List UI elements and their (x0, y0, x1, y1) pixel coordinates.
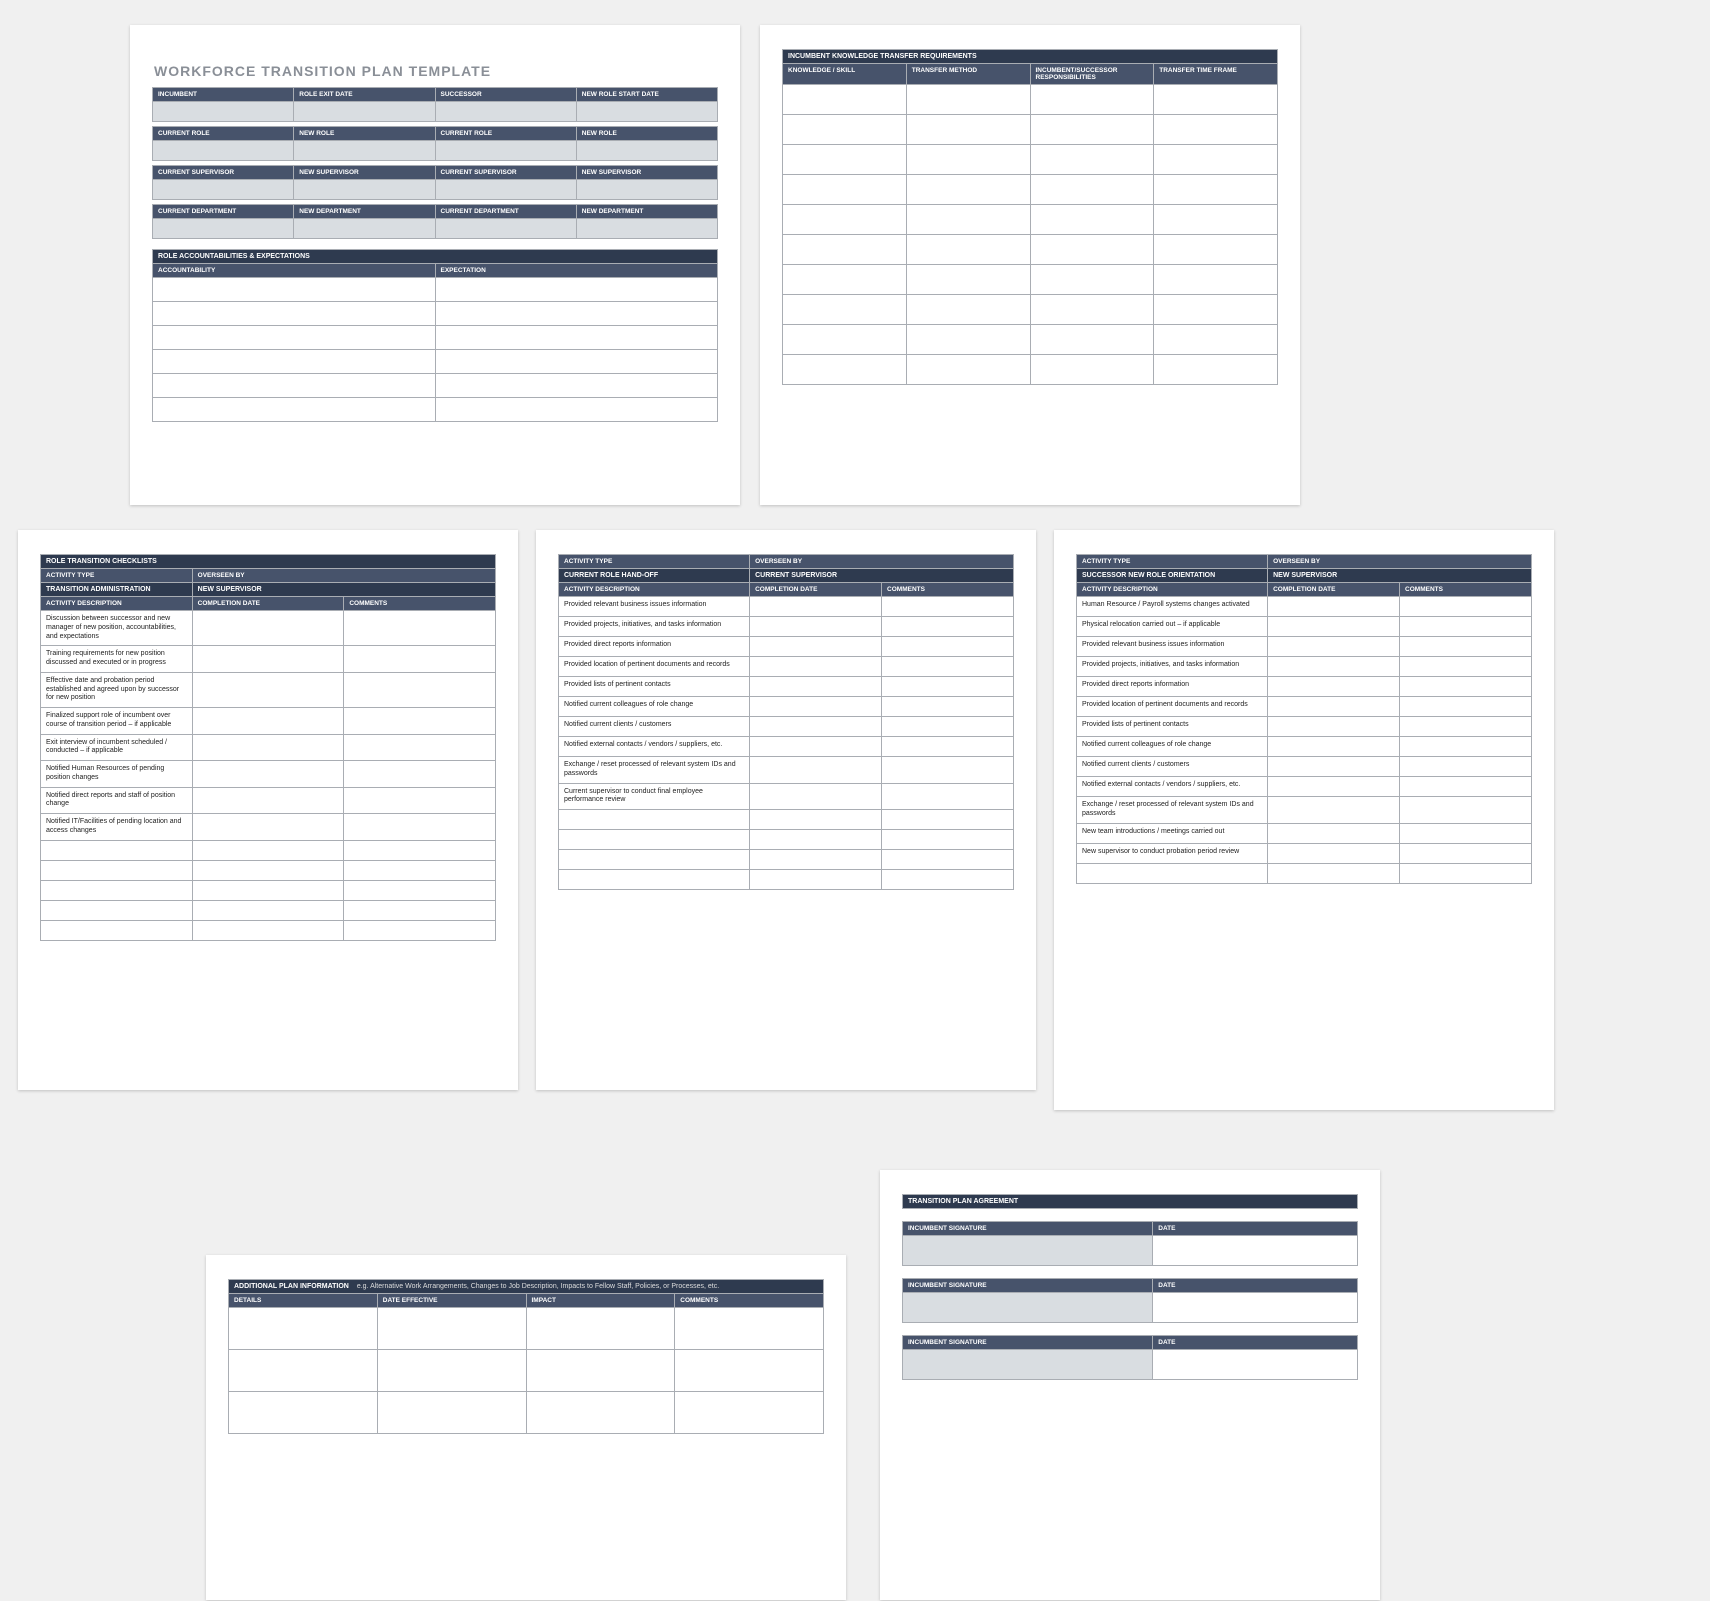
table-row (783, 115, 1278, 145)
table-row: Notified current clients / customers (559, 717, 1014, 737)
knowledge-transfer-table: INCUMBENT KNOWLEDGE TRANSFER REQUIREMENT… (782, 49, 1278, 385)
table-row: Human Resource / Payroll systems changes… (1077, 597, 1532, 617)
table-row (1077, 863, 1532, 883)
checklist-1: ROLE TRANSITION CHECKLISTS ACTIVITY TYPE… (40, 554, 496, 941)
signature-block: INCUMBENT SIGNATUREDATE (902, 1221, 1358, 1266)
accountabilities-table: ROLE ACCOUNTABILITIES & EXPECTATIONS ACC… (152, 249, 718, 422)
table-row (783, 145, 1278, 175)
page-2: INCUMBENT KNOWLEDGE TRANSFER REQUIREMENT… (760, 25, 1300, 505)
table-row: Notified Human Resources of pending posi… (41, 761, 496, 788)
table-row (229, 1350, 824, 1392)
table-row: New supervisor to conduct probation peri… (1077, 843, 1532, 863)
table-row: Exit interview of incumbent scheduled / … (41, 734, 496, 761)
table-row: Provided lists of pertinent contacts (1077, 717, 1532, 737)
table-row (41, 840, 496, 860)
table-row (783, 85, 1278, 115)
page-4: ACTIVITY TYPEOVERSEEN BY CURRENT ROLE HA… (536, 530, 1036, 1090)
table-row (41, 880, 496, 900)
table-row: Notified IT/Facilities of pending locati… (41, 814, 496, 841)
table-row (783, 175, 1278, 205)
table-row (153, 398, 718, 422)
signature-block: INCUMBENT SIGNATUREDATE (902, 1278, 1358, 1323)
table-row (229, 1392, 824, 1434)
table-row: Notified direct reports and staff of pos… (41, 787, 496, 814)
table-row (153, 326, 718, 350)
table-row: Provided direct reports information (559, 637, 1014, 657)
table-row: Notified current colleagues of role chan… (559, 697, 1014, 717)
page-6: ADDITIONAL PLAN INFORMATIONe.g. Alternat… (206, 1255, 846, 1600)
table-row: Provided projects, initiatives, and task… (559, 617, 1014, 637)
page-1: WORKFORCE TRANSITION PLAN TEMPLATE INCUM… (130, 25, 740, 505)
table-row: Exchange / reset processed of relevant s… (1077, 797, 1532, 824)
page-7: TRANSITION PLAN AGREEMENT INCUMBENT SIGN… (880, 1170, 1380, 1600)
signature-block: INCUMBENT SIGNATUREDATE (902, 1335, 1358, 1380)
table-row: Effective date and probation period esta… (41, 672, 496, 707)
table-row (153, 374, 718, 398)
page-5: ACTIVITY TYPEOVERSEEN BY SUCCESSOR NEW R… (1054, 530, 1554, 1110)
canvas: WORKFORCE TRANSITION PLAN TEMPLATE INCUM… (0, 0, 1710, 1601)
page-title: WORKFORCE TRANSITION PLAN TEMPLATE (154, 63, 718, 79)
table-row: Discussion between successor and new man… (41, 611, 496, 646)
table-row (153, 350, 718, 374)
table-row: Exchange / reset processed of relevant s… (559, 757, 1014, 784)
table-row (783, 205, 1278, 235)
table-row: Provided direct reports information (1077, 677, 1532, 697)
table-row: Physical relocation carried out – if app… (1077, 617, 1532, 637)
table-row (783, 265, 1278, 295)
checklist-2: ACTIVITY TYPEOVERSEEN BY CURRENT ROLE HA… (558, 554, 1014, 890)
table-row (153, 302, 718, 326)
table-row: Provided relevant business issues inform… (1077, 637, 1532, 657)
additional-info-table: ADDITIONAL PLAN INFORMATIONe.g. Alternat… (228, 1279, 824, 1434)
table-row: Notified current colleagues of role chan… (1077, 737, 1532, 757)
table-row: Training requirements for new position d… (41, 646, 496, 673)
table-row (41, 860, 496, 880)
table-row (153, 278, 718, 302)
table-row: Finalized support role of incumbent over… (41, 708, 496, 735)
table-row (783, 235, 1278, 265)
table-row: Provided lists of pertinent contacts (559, 677, 1014, 697)
table-row (229, 1308, 824, 1350)
agreement-table: TRANSITION PLAN AGREEMENT (902, 1194, 1358, 1209)
table-row: Provided location of pertinent documents… (559, 657, 1014, 677)
table-row (783, 325, 1278, 355)
table-row: Notified external contacts / vendors / s… (1077, 777, 1532, 797)
table-row (559, 870, 1014, 890)
table-row (559, 810, 1014, 830)
checklist-3: ACTIVITY TYPEOVERSEEN BY SUCCESSOR NEW R… (1076, 554, 1532, 884)
table-row: Notified current clients / customers (1077, 757, 1532, 777)
table-row: New team introductions / meetings carrie… (1077, 823, 1532, 843)
page-3: ROLE TRANSITION CHECKLISTS ACTIVITY TYPE… (18, 530, 518, 1090)
table-row: Provided projects, initiatives, and task… (1077, 657, 1532, 677)
table-row (41, 900, 496, 920)
table-row (559, 830, 1014, 850)
table-row (783, 355, 1278, 385)
table-row: Current supervisor to conduct final empl… (559, 783, 1014, 810)
table-row: Provided location of pertinent documents… (1077, 697, 1532, 717)
table-row (559, 850, 1014, 870)
table-row: Notified external contacts / vendors / s… (559, 737, 1014, 757)
table-row (41, 920, 496, 940)
header-grid: INCUMBENTROLE EXIT DATESUCCESSORNEW ROLE… (152, 87, 718, 122)
table-row: Provided relevant business issues inform… (559, 597, 1014, 617)
table-row (783, 295, 1278, 325)
